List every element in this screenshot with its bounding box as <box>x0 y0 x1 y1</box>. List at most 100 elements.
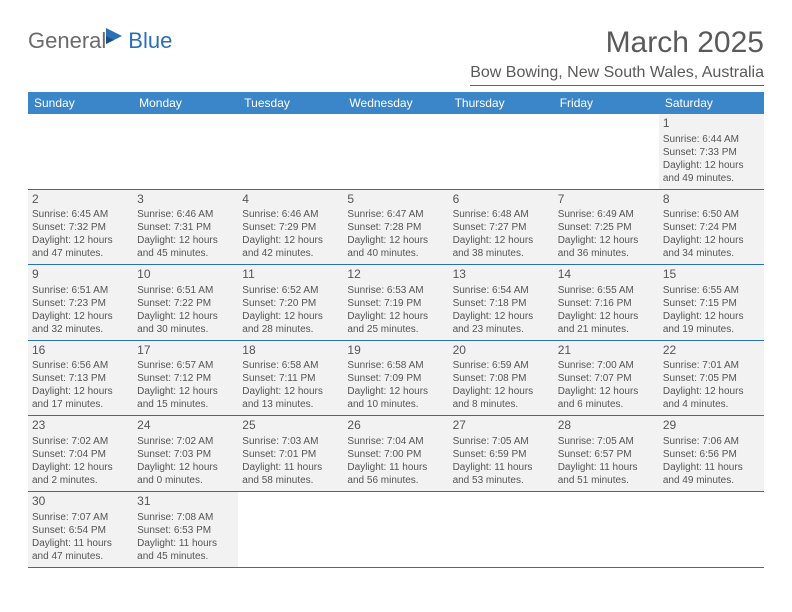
calendar-cell: 31Sunrise: 7:08 AMSunset: 6:53 PMDayligh… <box>133 492 238 567</box>
sunrise-line: Sunrise: 6:58 AM <box>242 359 339 372</box>
daylight-line: Daylight: 12 hours and 0 minutes. <box>137 461 234 487</box>
day-number: 5 <box>347 192 444 208</box>
sunrise-line: Sunrise: 6:56 AM <box>32 359 129 372</box>
calendar-cell: 7Sunrise: 6:49 AMSunset: 7:25 PMDaylight… <box>554 190 659 265</box>
day-number: 15 <box>663 267 760 283</box>
calendar-cell <box>133 114 238 189</box>
daylight-line: Daylight: 12 hours and 19 minutes. <box>663 310 760 336</box>
calendar-cell: 16Sunrise: 6:56 AMSunset: 7:13 PMDayligh… <box>28 341 133 416</box>
sunrise-line: Sunrise: 6:46 AM <box>242 208 339 221</box>
sunset-line: Sunset: 7:04 PM <box>32 448 129 461</box>
sunrise-line: Sunrise: 6:58 AM <box>347 359 444 372</box>
daylight-line: Daylight: 12 hours and 17 minutes. <box>32 385 129 411</box>
sunset-line: Sunset: 6:56 PM <box>663 448 760 461</box>
sunrise-line: Sunrise: 6:59 AM <box>453 359 550 372</box>
sunrise-line: Sunrise: 6:54 AM <box>453 284 550 297</box>
calendar-cell: 11Sunrise: 6:52 AMSunset: 7:20 PMDayligh… <box>238 265 343 340</box>
sunset-line: Sunset: 7:20 PM <box>242 297 339 310</box>
day-number: 21 <box>558 343 655 359</box>
sunset-line: Sunset: 7:24 PM <box>663 221 760 234</box>
calendar-cell <box>238 114 343 189</box>
day-number: 4 <box>242 192 339 208</box>
day-number: 30 <box>32 494 129 510</box>
sunset-line: Sunset: 7:11 PM <box>242 372 339 385</box>
calendar-cell <box>449 492 554 567</box>
sunset-line: Sunset: 7:33 PM <box>663 146 760 159</box>
sunrise-line: Sunrise: 6:46 AM <box>137 208 234 221</box>
sunset-line: Sunset: 7:28 PM <box>347 221 444 234</box>
sunset-line: Sunset: 7:12 PM <box>137 372 234 385</box>
sunset-line: Sunset: 7:18 PM <box>453 297 550 310</box>
daylight-line: Daylight: 12 hours and 10 minutes. <box>347 385 444 411</box>
sunrise-line: Sunrise: 6:51 AM <box>32 284 129 297</box>
sunrise-line: Sunrise: 7:00 AM <box>558 359 655 372</box>
week-row: 2Sunrise: 6:45 AMSunset: 7:32 PMDaylight… <box>28 190 764 266</box>
calendar-cell: 2Sunrise: 6:45 AMSunset: 7:32 PMDaylight… <box>28 190 133 265</box>
sunrise-line: Sunrise: 7:02 AM <box>32 435 129 448</box>
sunset-line: Sunset: 7:31 PM <box>137 221 234 234</box>
daylight-line: Daylight: 12 hours and 45 minutes. <box>137 234 234 260</box>
daylight-line: Daylight: 12 hours and 36 minutes. <box>558 234 655 260</box>
sunset-line: Sunset: 7:00 PM <box>347 448 444 461</box>
day-header: Friday <box>554 92 659 114</box>
day-number: 25 <box>242 418 339 434</box>
sunset-line: Sunset: 6:54 PM <box>32 524 129 537</box>
day-number: 28 <box>558 418 655 434</box>
sunrise-line: Sunrise: 7:01 AM <box>663 359 760 372</box>
day-number: 8 <box>663 192 760 208</box>
calendar-cell <box>554 114 659 189</box>
sunset-line: Sunset: 7:29 PM <box>242 221 339 234</box>
calendar-cell: 29Sunrise: 7:06 AMSunset: 6:56 PMDayligh… <box>659 416 764 491</box>
calendar: SundayMondayTuesdayWednesdayThursdayFrid… <box>28 92 764 568</box>
calendar-cell <box>238 492 343 567</box>
header: General Blue March 2025 Bow Bowing, New … <box>28 26 764 86</box>
calendar-cell: 10Sunrise: 6:51 AMSunset: 7:22 PMDayligh… <box>133 265 238 340</box>
calendar-cell: 15Sunrise: 6:55 AMSunset: 7:15 PMDayligh… <box>659 265 764 340</box>
day-number: 13 <box>453 267 550 283</box>
daylight-line: Daylight: 12 hours and 2 minutes. <box>32 461 129 487</box>
calendar-cell: 14Sunrise: 6:55 AMSunset: 7:16 PMDayligh… <box>554 265 659 340</box>
sunrise-line: Sunrise: 6:48 AM <box>453 208 550 221</box>
sunrise-line: Sunrise: 7:07 AM <box>32 511 129 524</box>
sunrise-line: Sunrise: 6:57 AM <box>137 359 234 372</box>
sunrise-line: Sunrise: 6:44 AM <box>663 133 760 146</box>
daylight-line: Daylight: 12 hours and 6 minutes. <box>558 385 655 411</box>
sunrise-line: Sunrise: 7:03 AM <box>242 435 339 448</box>
day-number: 27 <box>453 418 550 434</box>
calendar-cell: 26Sunrise: 7:04 AMSunset: 7:00 PMDayligh… <box>343 416 448 491</box>
day-number: 9 <box>32 267 129 283</box>
sunset-line: Sunset: 7:09 PM <box>347 372 444 385</box>
sunset-line: Sunset: 7:08 PM <box>453 372 550 385</box>
week-row: 16Sunrise: 6:56 AMSunset: 7:13 PMDayligh… <box>28 341 764 417</box>
calendar-cell: 4Sunrise: 6:46 AMSunset: 7:29 PMDaylight… <box>238 190 343 265</box>
daylight-line: Daylight: 12 hours and 49 minutes. <box>663 159 760 185</box>
day-number: 17 <box>137 343 234 359</box>
sunset-line: Sunset: 6:57 PM <box>558 448 655 461</box>
week-row: 23Sunrise: 7:02 AMSunset: 7:04 PMDayligh… <box>28 416 764 492</box>
calendar-cell: 6Sunrise: 6:48 AMSunset: 7:27 PMDaylight… <box>449 190 554 265</box>
sunrise-line: Sunrise: 7:02 AM <box>137 435 234 448</box>
logo-text-general: General <box>28 28 106 54</box>
calendar-cell <box>554 492 659 567</box>
day-number: 3 <box>137 192 234 208</box>
sunrise-line: Sunrise: 6:55 AM <box>558 284 655 297</box>
logo: General Blue <box>28 26 172 56</box>
calendar-cell <box>449 114 554 189</box>
title-block: March 2025 Bow Bowing, New South Wales, … <box>470 26 764 86</box>
week-row: 9Sunrise: 6:51 AMSunset: 7:23 PMDaylight… <box>28 265 764 341</box>
logo-flag-icon <box>104 26 126 46</box>
sunset-line: Sunset: 7:05 PM <box>663 372 760 385</box>
daylight-line: Daylight: 12 hours and 8 minutes. <box>453 385 550 411</box>
calendar-cell: 24Sunrise: 7:02 AMSunset: 7:03 PMDayligh… <box>133 416 238 491</box>
sunset-line: Sunset: 7:13 PM <box>32 372 129 385</box>
sunset-line: Sunset: 6:53 PM <box>137 524 234 537</box>
day-number: 6 <box>453 192 550 208</box>
day-number: 12 <box>347 267 444 283</box>
daylight-line: Daylight: 12 hours and 38 minutes. <box>453 234 550 260</box>
daylight-line: Daylight: 12 hours and 23 minutes. <box>453 310 550 336</box>
sunset-line: Sunset: 7:15 PM <box>663 297 760 310</box>
sunrise-line: Sunrise: 7:06 AM <box>663 435 760 448</box>
daylight-line: Daylight: 12 hours and 47 minutes. <box>32 234 129 260</box>
calendar-cell: 5Sunrise: 6:47 AMSunset: 7:28 PMDaylight… <box>343 190 448 265</box>
calendar-cell: 19Sunrise: 6:58 AMSunset: 7:09 PMDayligh… <box>343 341 448 416</box>
